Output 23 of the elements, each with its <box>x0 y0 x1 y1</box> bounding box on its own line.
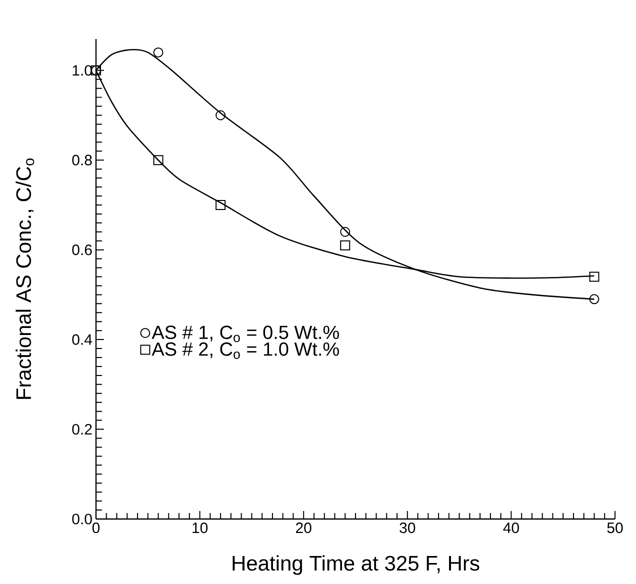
y-tick-label: 0.8 <box>72 154 92 166</box>
point <box>216 110 226 120</box>
point <box>589 272 600 282</box>
x-tick-label: 40 <box>503 522 519 534</box>
legend-label: AS # 1, C$_{o}$ = 0.5 Wt.% <box>152 326 339 342</box>
point <box>340 226 350 237</box>
x-tick-label: 20 <box>296 522 312 534</box>
y-tick-label: 0.4 <box>72 334 92 345</box>
point <box>153 47 164 58</box>
y-axis-title: Fractional AS Conc., C/C$_{o}$ <box>16 158 34 399</box>
x-tick-label: 50 <box>607 522 623 534</box>
point <box>589 294 600 304</box>
point <box>153 155 164 166</box>
point <box>216 200 226 210</box>
legend-label: AS # 2, C$_{o}$ = 1.0 Wt.% <box>152 342 339 359</box>
point <box>340 240 350 250</box>
x-tick-label: 10 <box>192 522 208 534</box>
y-tick-label: 0.6 <box>72 244 92 256</box>
y-tick-label: 0.2 <box>72 424 92 435</box>
x-axis-title: Heating Time at 325 F, Hrs <box>232 555 480 575</box>
x-tick-label: 30 <box>400 522 416 534</box>
y-tick-label: 0.0 <box>72 514 92 524</box>
x-tick-label: 0 <box>92 522 100 534</box>
